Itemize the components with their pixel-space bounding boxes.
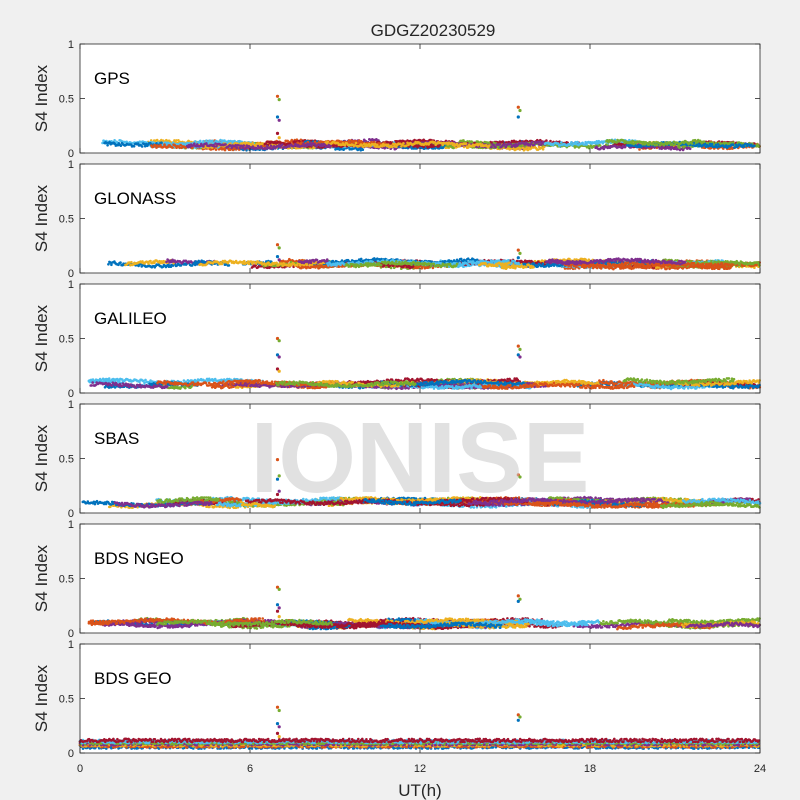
spike-point [517,106,520,109]
data-point [281,143,284,146]
spike-point [276,95,279,98]
data-point [494,146,497,149]
spike-point [278,136,281,139]
data-point [160,141,163,144]
panel-label: GPS [94,69,130,88]
data-point [329,145,332,148]
data-point [691,142,694,145]
data-point [689,148,692,151]
panel-glonass: 00.51GLONASSS4 Index [32,159,761,280]
data-point [387,143,390,146]
spike-point [518,109,521,112]
data-point [239,147,242,150]
data-point [531,141,534,144]
data-point [462,139,465,142]
data-point [533,144,536,147]
data-point [480,141,483,144]
data-point [252,145,255,148]
data-point [603,148,606,151]
data-point [711,143,714,146]
data-point [743,145,746,148]
data-point [732,143,735,146]
data-point [107,263,110,266]
data-point [355,142,358,145]
data-point [202,140,205,143]
data-point [465,142,468,145]
data-point [488,144,491,147]
data-point [211,140,214,143]
spike-point [276,132,279,135]
data-point [402,142,405,145]
figure-title: GDGZ20230529 [371,21,496,40]
data-point [542,148,545,151]
data-point [243,144,246,147]
plot-area [80,164,760,273]
data-point [498,143,501,146]
data-point [753,145,756,148]
data-point [549,140,552,143]
spike-point [278,98,281,101]
data-point [141,145,144,148]
data-point [106,144,109,147]
data-point [133,145,136,148]
data-point [110,264,113,267]
y-tick-label: 0.5 [59,94,74,106]
data-point [390,267,393,270]
data-point [510,143,513,146]
data-point [656,144,659,147]
spike-point [278,119,281,122]
data-point [520,145,523,148]
data-point [194,140,197,143]
data-point [119,261,122,264]
data-point [490,146,493,149]
plot-area [80,44,760,153]
data-point [452,147,455,150]
data-point [599,144,602,147]
data-point [502,140,505,143]
data-point [224,143,227,146]
data-point [638,148,641,151]
data-point [326,141,329,144]
data-point [270,145,273,148]
data-point [545,139,548,142]
data-point [560,141,563,144]
data-point [362,148,365,151]
y-tick-label: 1 [68,39,74,51]
y-axis-label: S4 Index [32,64,51,132]
data-point [171,146,174,149]
spike-point [276,115,279,118]
data-point [235,146,238,149]
spike-point [517,115,520,118]
data-point [323,143,326,146]
data-point [703,140,706,143]
data-point [442,146,445,149]
